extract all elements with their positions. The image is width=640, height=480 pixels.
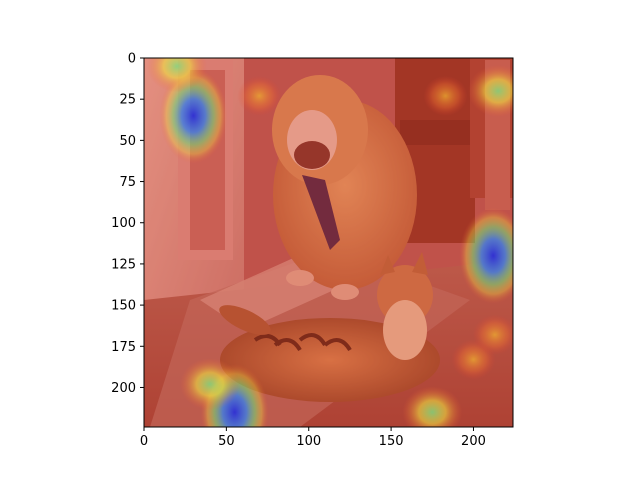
x-tick-label: 200 <box>461 434 486 449</box>
y-tick-label: 150 <box>111 299 136 314</box>
hotspot-mid <box>179 358 240 411</box>
y-tick-label: 75 <box>119 175 136 190</box>
y-tick-label: 200 <box>111 381 136 396</box>
y-tick-label: 125 <box>111 257 136 272</box>
x-tick-label: 50 <box>218 434 235 449</box>
y-tick-label: 100 <box>111 216 136 231</box>
x-tick-label: 150 <box>379 434 404 449</box>
y-tick-label: 50 <box>119 134 136 149</box>
heatmap-image <box>144 58 513 427</box>
hotspot-low <box>459 207 513 304</box>
axes-frame <box>143 57 514 428</box>
y-tick-label: 25 <box>119 93 136 108</box>
hotspot-mid <box>146 58 207 93</box>
heatmap-hotspots <box>146 58 513 427</box>
x-tick-label: 0 <box>140 434 148 449</box>
hotspot-high <box>472 314 513 355</box>
y-axis: 0 25 50 75 100 125 150 175 200 <box>111 52 144 396</box>
hotspot-mid <box>468 64 513 117</box>
y-tick-label: 175 <box>111 340 136 355</box>
hotspot-mid <box>402 386 463 427</box>
x-tick-label: 100 <box>296 434 321 449</box>
x-axis: 0 50 100 150 200 <box>140 427 486 449</box>
y-tick-label: 0 <box>128 52 136 67</box>
hotspot-high <box>237 75 282 116</box>
hotspot-high <box>423 75 468 116</box>
